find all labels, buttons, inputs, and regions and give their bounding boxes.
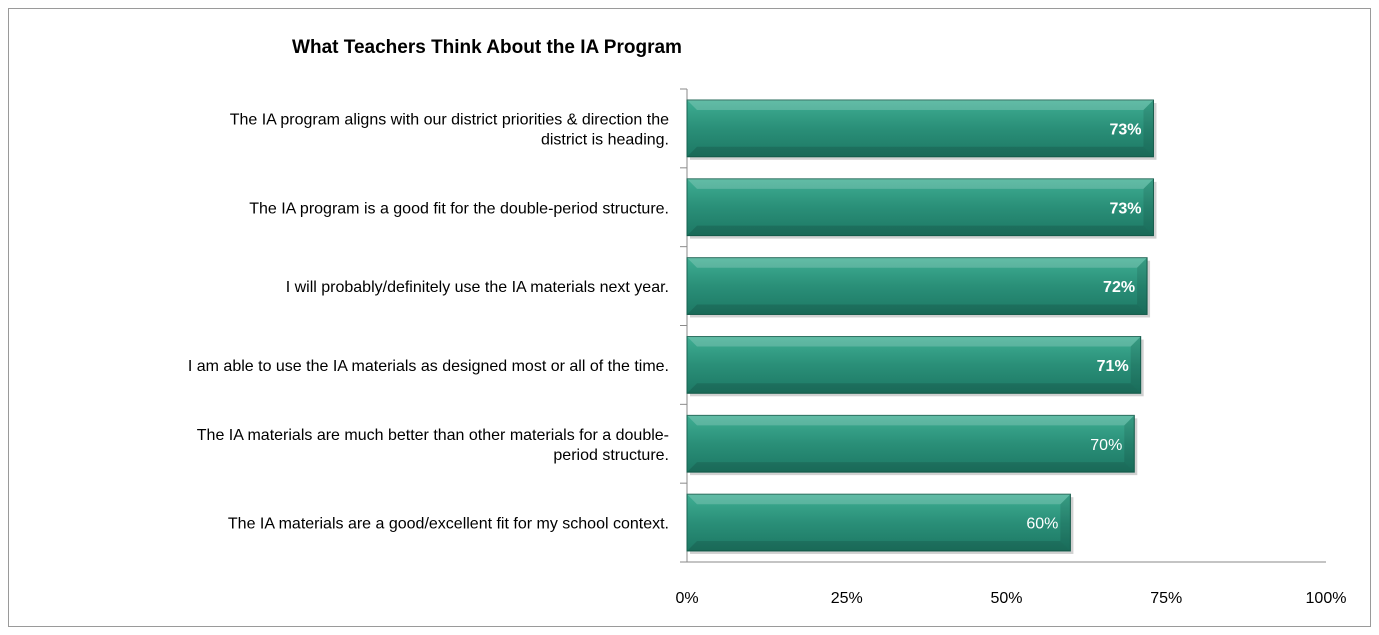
category-label: The IA program is a good fit for the dou… [249,200,669,217]
bar-value-label: 72% [1103,279,1135,296]
category-label: I will probably/definitely use the IA ma… [286,279,669,296]
plot-area: 0% 25% 50% 75% 100% 73% The IA program aligns … [188,88,1347,607]
bar-bevel-bottom [687,304,1148,315]
bar [686,178,1154,237]
chart-title: What Teachers Think About the IA Program [292,37,682,58]
category-label: district is heading. [541,131,669,148]
bar-bevel-top [687,415,1135,426]
bar-bevel-bottom [687,540,1071,551]
x-tick-label: 100% [1306,590,1347,607]
bar-value-label: 70% [1090,437,1122,454]
bar-value-label: 60% [1026,516,1058,533]
category-label: The IA materials are much better than ot… [197,427,669,444]
bar-bevel-bottom [687,383,1141,394]
bar-bevel-bottom [687,225,1154,236]
bar-bevel-top [687,336,1141,347]
category-label: I am able to use the IA materials as des… [188,358,669,375]
category-label: The IA materials are a good/excellent fi… [228,516,669,533]
category-label: The IA program aligns with our district … [230,111,669,128]
bar-bevel-right [1143,100,1154,157]
bar-bevel-bottom [687,146,1154,157]
bar [686,99,1154,158]
bar-value-label: 73% [1109,200,1141,217]
bar-bevel-right [1124,415,1135,473]
bar-bevel-right [1130,336,1141,394]
bar-bevel-right [1137,257,1148,315]
bar [686,493,1071,552]
bar-chart: What Teachers Think About the IA Program… [188,37,1347,607]
bar-bevel-top [687,257,1148,268]
x-tick-label: 0% [675,590,698,607]
bar-value-label: 73% [1109,121,1141,138]
bar-bevel-top [687,100,1154,111]
category-label: period structure. [553,447,669,464]
bar-bevel-top [687,494,1071,505]
x-tick-label: 25% [831,590,863,607]
bar-bevel-right [1143,178,1154,236]
bar-bevel-top [687,178,1154,189]
chart-frame: What Teachers Think About the IA Program… [8,8,1371,627]
bar [686,336,1142,394]
x-tick-label: 75% [1150,590,1182,607]
bar [686,414,1135,473]
bar [686,257,1148,315]
bar-value-label: 71% [1097,358,1129,375]
x-tick-label: 50% [990,590,1022,607]
bar-bevel-right [1060,494,1071,551]
bar-bevel-bottom [687,462,1135,473]
